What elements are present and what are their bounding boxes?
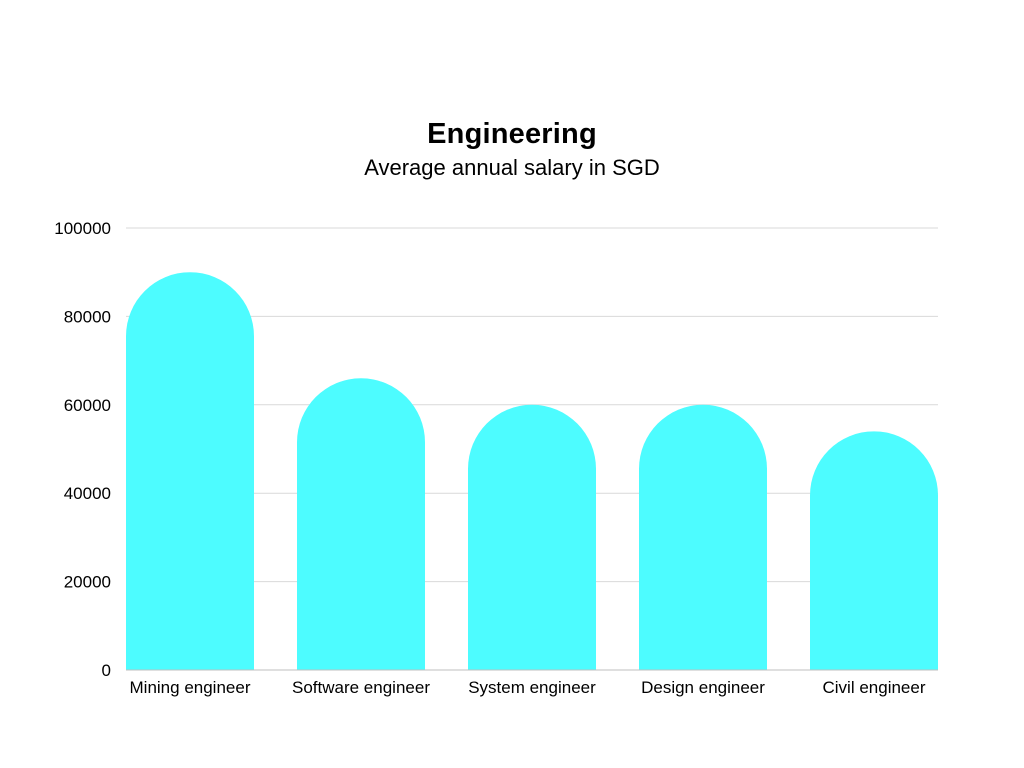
axes: 0 20000 40000 60000 80000 100000 Mining engine…: [54, 219, 938, 697]
x-tick-label: Software engineer: [292, 678, 430, 697]
y-tick-label: 100000: [54, 219, 111, 238]
y-tick-label: 60000: [64, 396, 111, 415]
y-tick-label: 80000: [64, 307, 111, 326]
x-tick-label: Design engineer: [641, 678, 765, 697]
chart-title: Engineering: [427, 118, 597, 150]
x-tick-label: System engineer: [468, 678, 596, 697]
y-tick-label: 0: [102, 661, 111, 680]
chart-subtitle: Average annual salary in SGD: [364, 155, 660, 180]
y-tick-label: 20000: [64, 573, 111, 592]
bar-1: [126, 272, 254, 670]
x-tick-label: Civil engineer: [823, 678, 926, 697]
x-tick-label: Mining engineer: [130, 678, 251, 697]
y-tick-label: 40000: [64, 484, 111, 503]
bars: [126, 272, 938, 670]
bar-5: [810, 431, 938, 670]
bar-2: [297, 378, 425, 670]
bar-4: [639, 404, 767, 670]
bar-3: [468, 404, 596, 670]
